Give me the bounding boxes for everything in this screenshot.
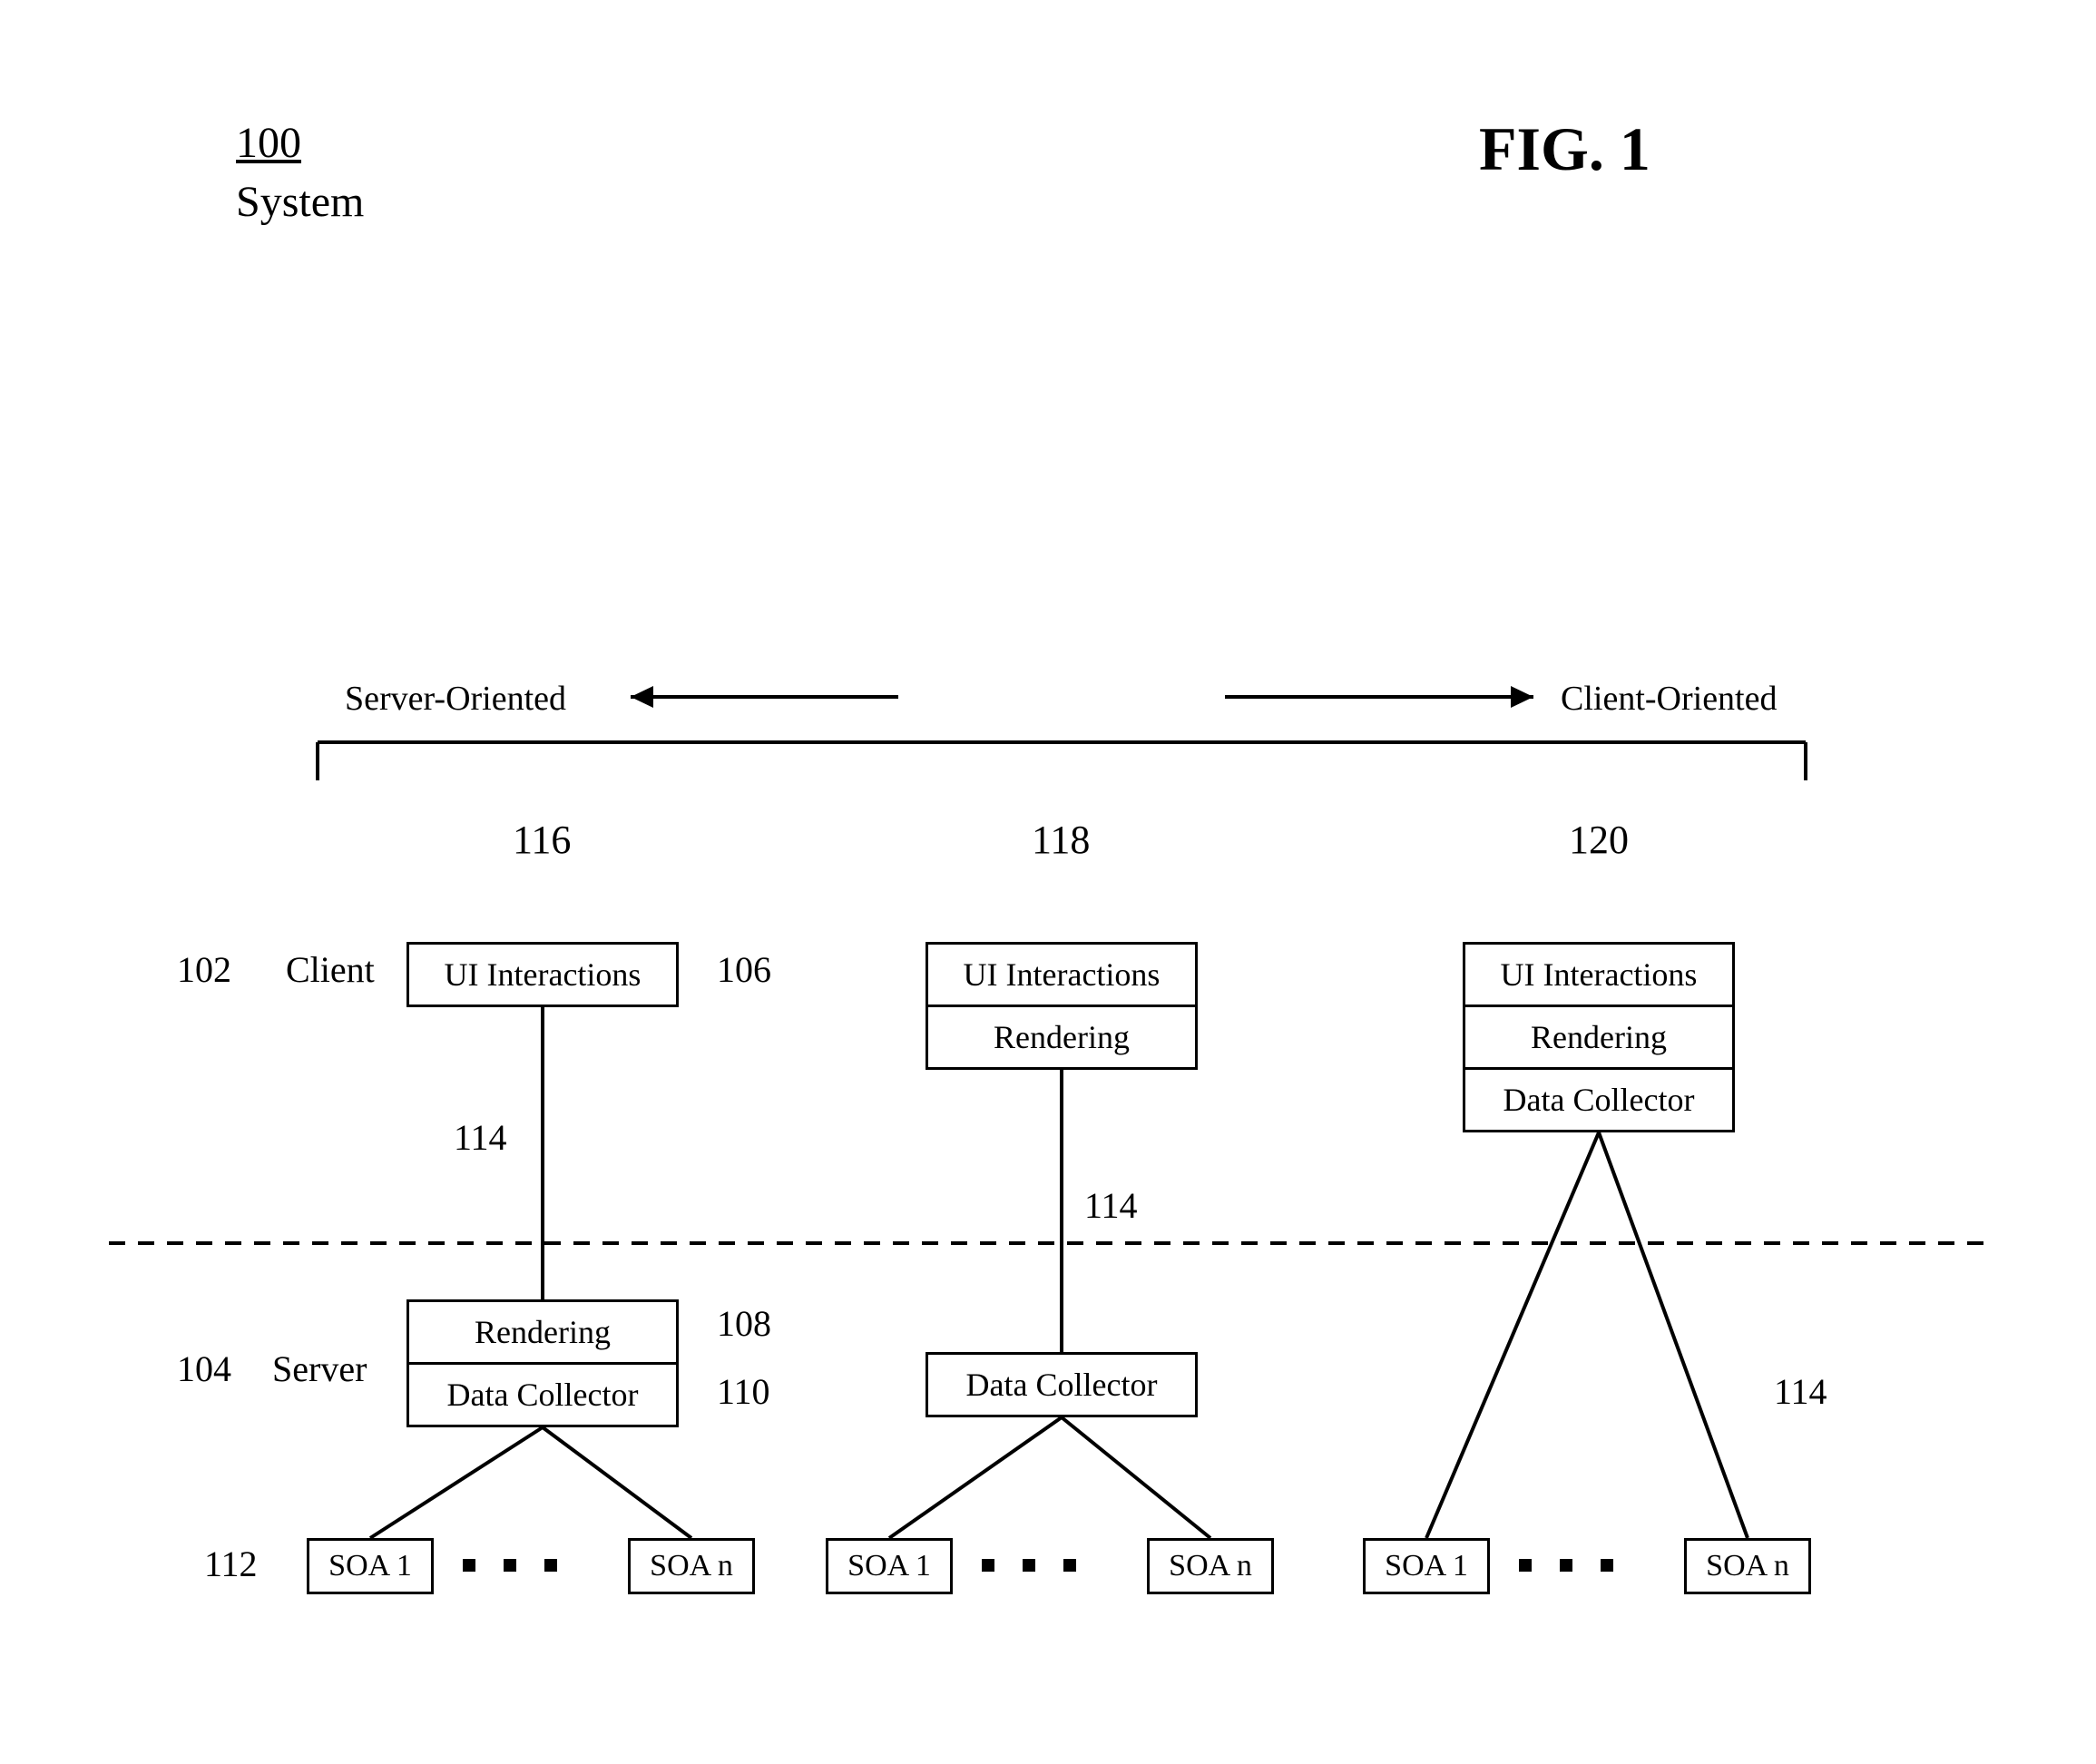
col2-ellipsis-dot — [1023, 1559, 1035, 1572]
col1-soa1-text: SOA 1 — [328, 1549, 412, 1583]
col2-soan-text: SOA n — [1169, 1549, 1252, 1583]
ui-ref: 106 — [717, 948, 771, 991]
col1-rendering-text: Rendering — [475, 1313, 611, 1351]
col2-soan-box: SOA n — [1147, 1538, 1274, 1594]
axis-right-label: Client-Oriented — [1561, 679, 1777, 719]
col1-soan-box: SOA n — [628, 1538, 755, 1594]
client-ref: 102 — [177, 948, 231, 991]
link-ref-3: 114 — [1774, 1370, 1827, 1413]
col2-dc-text: Data Collector — [966, 1366, 1158, 1404]
dc-ref: 110 — [717, 1370, 770, 1413]
col3-soan-text: SOA n — [1706, 1549, 1789, 1583]
col3-ellipsis-dot — [1560, 1559, 1572, 1572]
figure-ref-number: 100 — [236, 118, 301, 168]
col2-rendering-text: Rendering — [994, 1018, 1130, 1056]
column-1-ref: 116 — [513, 817, 571, 863]
col3-soa1-box: SOA 1 — [1363, 1538, 1490, 1594]
col2-rendering-box: Rendering — [926, 1004, 1198, 1070]
col3-ellipsis-dot — [1601, 1559, 1613, 1572]
col1-ellipsis-dot — [463, 1559, 475, 1572]
col3-ui-text: UI Interactions — [1501, 956, 1698, 994]
col2-ellipsis-dot — [1063, 1559, 1076, 1572]
column-2-ref: 118 — [1032, 817, 1090, 863]
col1-rendering-box: Rendering — [406, 1299, 679, 1365]
col1-ellipsis-dot — [504, 1559, 516, 1572]
col3-soan-box: SOA n — [1684, 1538, 1811, 1594]
link-ref-1: 114 — [454, 1116, 507, 1159]
col1-ellipsis-dot — [544, 1559, 557, 1572]
col3-ellipsis-dot — [1519, 1559, 1532, 1572]
server-ref: 104 — [177, 1348, 231, 1390]
col2-soa1-box: SOA 1 — [826, 1538, 953, 1594]
soa-ref: 112 — [204, 1543, 258, 1585]
col1-soa1-box: SOA 1 — [307, 1538, 434, 1594]
figure-ref-label: System — [236, 177, 364, 227]
col3-dc-text: Data Collector — [1503, 1081, 1695, 1119]
figure-title: FIG. 1 — [1479, 113, 1650, 185]
col2-dc-box: Data Collector — [926, 1352, 1198, 1417]
col2-soa1-text: SOA 1 — [847, 1549, 931, 1583]
col1-ui-box: UI Interactions — [406, 942, 679, 1007]
col3-ui-box: UI Interactions — [1463, 942, 1735, 1007]
col1-ui-text: UI Interactions — [445, 956, 642, 994]
col3-rendering-text: Rendering — [1531, 1018, 1667, 1056]
col1-dc-text: Data Collector — [447, 1376, 639, 1414]
col1-soan-text: SOA n — [650, 1549, 733, 1583]
server-label: Server — [272, 1348, 367, 1390]
col3-soa1-text: SOA 1 — [1385, 1549, 1468, 1583]
col2-ui-text: UI Interactions — [964, 956, 1161, 994]
col3-rendering-box: Rendering — [1463, 1004, 1735, 1070]
column-3-ref: 120 — [1569, 817, 1629, 863]
col3-dc-box: Data Collector — [1463, 1067, 1735, 1132]
rendering-ref: 108 — [717, 1302, 771, 1345]
col2-ui-box: UI Interactions — [926, 942, 1198, 1007]
axis-left-label: Server-Oriented — [345, 679, 566, 719]
client-label: Client — [286, 948, 375, 991]
diagram-lines — [0, 0, 2096, 1764]
link-ref-2: 114 — [1084, 1184, 1138, 1227]
col1-dc-box: Data Collector — [406, 1362, 679, 1427]
col2-ellipsis-dot — [982, 1559, 994, 1572]
